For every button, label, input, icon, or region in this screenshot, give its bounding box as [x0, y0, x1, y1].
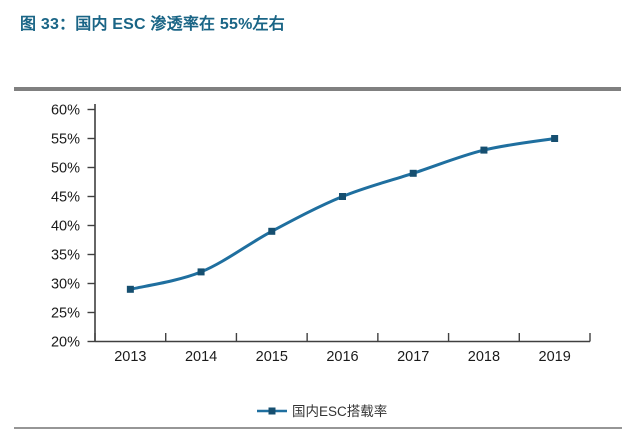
y-axis-tick-label: 25%: [51, 306, 80, 322]
legend-label: 国内ESC搭载率: [292, 403, 387, 419]
y-axis-tick-label: 35%: [51, 248, 80, 264]
y-axis-tick-label: 30%: [51, 277, 80, 293]
data-point-marker: [268, 227, 276, 235]
y-axis-tick-label: 20%: [51, 335, 80, 351]
data-point-marker: [480, 146, 488, 154]
y-axis-tick-label: 40%: [51, 219, 80, 235]
x-axis-tick-label: 2014: [185, 349, 217, 365]
data-point-marker: [339, 193, 346, 200]
x-axis-tick-label: 2018: [468, 349, 500, 365]
data-point-marker: [197, 268, 205, 276]
data-point-marker: [409, 169, 417, 177]
x-axis-tick-label: 2019: [539, 349, 571, 365]
figure-title: 图 33：国内 ESC 渗透率在 55%左右: [20, 16, 285, 33]
y-axis-tick-label: 55%: [51, 132, 80, 148]
x-axis-tick-label: 2017: [397, 349, 429, 365]
x-axis-tick-label: 2016: [326, 349, 358, 365]
bottom-divider: [14, 427, 622, 429]
y-axis-tick-label: 50%: [51, 161, 80, 177]
data-point-marker: [551, 135, 559, 142]
x-axis-tick-label: 2015: [256, 349, 288, 365]
legend-marker: [268, 407, 276, 415]
data-point-marker: [126, 285, 134, 293]
y-axis-tick-label: 60%: [51, 103, 80, 119]
x-axis-tick-label: 2013: [114, 349, 146, 365]
y-axis-tick-label: 45%: [51, 190, 80, 206]
top-divider: [14, 87, 621, 91]
series-line: [128, 137, 557, 291]
